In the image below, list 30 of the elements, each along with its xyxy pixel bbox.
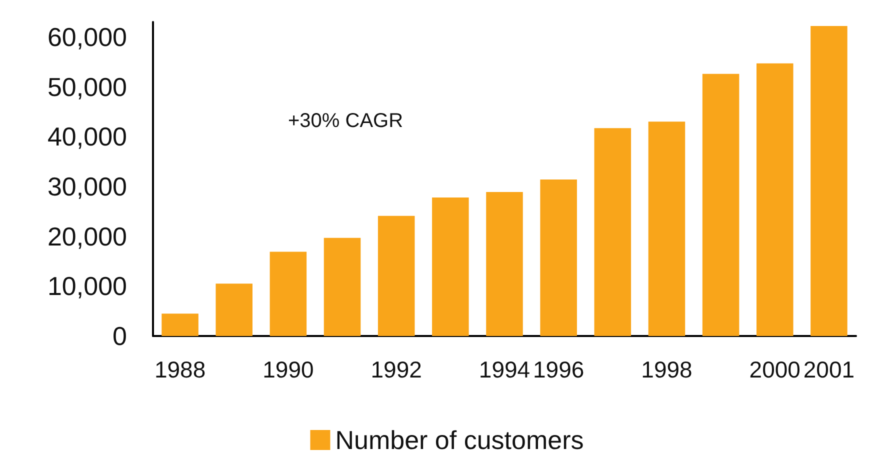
y-tick-label: 0 [112, 321, 127, 351]
x-tick-label: 2000 [749, 356, 800, 382]
x-tick-label: 1994 [478, 356, 530, 382]
y-tick-label: 50,000 [47, 72, 127, 102]
bar [810, 26, 848, 336]
bar [702, 74, 740, 336]
y-tick-label: 60,000 [47, 22, 127, 52]
bar [540, 180, 577, 336]
y-tick-label: 10,000 [47, 271, 127, 302]
x-tick-label: 2001 [803, 356, 855, 382]
bar [486, 192, 523, 336]
legend-label: Number of customers [335, 425, 584, 455]
x-tick-label: 1996 [532, 356, 584, 382]
bar [378, 216, 415, 336]
bar [270, 252, 307, 336]
bar [648, 122, 686, 336]
y-tick-label: 40,000 [47, 122, 127, 152]
bar [162, 314, 198, 336]
x-tick-label: 1988 [154, 356, 206, 382]
x-tick-label: 1990 [262, 356, 314, 382]
bar [594, 128, 632, 336]
bar [756, 63, 794, 336]
annotation: +30% CAGR [288, 110, 404, 132]
bar [324, 238, 361, 336]
y-tick-label: 20,000 [47, 221, 127, 252]
x-tick-label: 1998 [641, 356, 692, 382]
x-tick-label: 1992 [370, 356, 422, 382]
bar [216, 284, 252, 336]
y-tick-label: 30,000 [47, 171, 127, 202]
bar [432, 197, 469, 336]
